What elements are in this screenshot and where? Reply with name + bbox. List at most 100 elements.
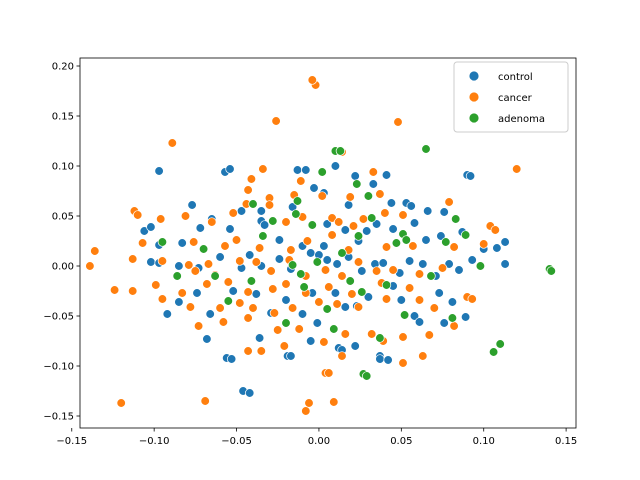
point-cancer-20 bbox=[228, 208, 238, 218]
point-control-85 bbox=[340, 302, 350, 312]
point-adenoma-40 bbox=[495, 339, 505, 349]
point-cancer-110 bbox=[398, 358, 408, 368]
point-cancer-105 bbox=[256, 346, 266, 356]
point-control-68 bbox=[418, 259, 428, 269]
point-control-4 bbox=[301, 165, 311, 175]
point-adenoma-1 bbox=[335, 146, 346, 156]
point-cancer-117 bbox=[329, 397, 339, 407]
point-control-43 bbox=[436, 231, 446, 241]
point-control-31 bbox=[259, 220, 270, 230]
point-cancer-56 bbox=[266, 266, 276, 276]
axes-frame bbox=[79, 57, 577, 429]
point-adenoma-31 bbox=[223, 296, 233, 306]
point-cancer-3 bbox=[271, 116, 281, 126]
point-control-89 bbox=[396, 295, 406, 305]
point-cancer-98 bbox=[294, 324, 304, 334]
point-control-87 bbox=[363, 292, 374, 302]
point-adenoma-20 bbox=[287, 260, 298, 270]
point-control-2 bbox=[225, 164, 235, 174]
point-control-46 bbox=[492, 243, 502, 253]
point-adenoma-45 bbox=[546, 266, 556, 276]
point-adenoma-38 bbox=[375, 333, 385, 343]
point-cancer-26 bbox=[334, 217, 344, 227]
point-cancer-38 bbox=[231, 235, 242, 245]
point-control-108 bbox=[245, 388, 255, 398]
point-cancer-5 bbox=[512, 164, 522, 174]
point-cancer-48 bbox=[85, 261, 95, 271]
point-cancer-51 bbox=[184, 260, 194, 270]
point-cancer-54 bbox=[235, 256, 245, 266]
point-cancer-18 bbox=[180, 211, 191, 221]
point-cancer-19 bbox=[207, 217, 217, 227]
point-cancer-40 bbox=[286, 245, 296, 255]
point-cancer-36 bbox=[189, 237, 199, 247]
point-control-75 bbox=[174, 297, 184, 307]
legend-label-cancer: cancer bbox=[498, 93, 533, 104]
point-cancer-60 bbox=[337, 271, 347, 281]
point-cancer-88 bbox=[314, 297, 324, 307]
point-adenoma-10 bbox=[307, 220, 317, 230]
point-control-39 bbox=[371, 219, 382, 229]
point-control-48 bbox=[146, 257, 156, 267]
legend-box bbox=[453, 61, 569, 133]
point-control-32 bbox=[274, 235, 285, 245]
point-control-94 bbox=[202, 334, 212, 344]
point-adenoma-36 bbox=[281, 318, 291, 328]
point-adenoma-46 bbox=[401, 235, 411, 245]
point-control-40 bbox=[388, 224, 398, 234]
y-axis-ticks: −0.15 −0.10 −0.05 0.00 0.05 0.10 0.15 0.20 bbox=[43, 62, 80, 423]
point-cancer-115 bbox=[301, 406, 311, 416]
y-tick-label: 0.05 bbox=[52, 212, 74, 223]
point-cancer-1 bbox=[307, 75, 317, 85]
point-cancer-120 bbox=[368, 167, 378, 177]
point-control-72 bbox=[467, 255, 477, 265]
point-cancer-72 bbox=[243, 287, 253, 297]
point-control-10 bbox=[256, 206, 266, 216]
point-cancer-95 bbox=[218, 317, 229, 327]
point-cancer-59 bbox=[320, 265, 331, 275]
point-adenoma-6 bbox=[292, 196, 303, 206]
point-adenoma-12 bbox=[367, 213, 377, 223]
point-cancer-7 bbox=[246, 174, 257, 184]
point-control-82 bbox=[297, 309, 308, 319]
point-adenoma-7 bbox=[248, 199, 258, 209]
point-cancer-27 bbox=[348, 221, 359, 231]
point-adenoma-11 bbox=[353, 231, 364, 241]
point-control-73 bbox=[500, 259, 510, 269]
x-axis-ticks: −0.15 −0.10 −0.05 0.00 0.05 0.10 0.15 bbox=[56, 428, 577, 447]
point-cancer-41 bbox=[302, 236, 313, 246]
point-cancer-77 bbox=[347, 289, 357, 299]
x-tick-label: −0.15 bbox=[56, 436, 87, 447]
y-tick-label: 0.10 bbox=[52, 162, 74, 173]
point-control-15 bbox=[368, 179, 378, 189]
point-control-12 bbox=[309, 183, 319, 193]
point-cancer-99 bbox=[319, 337, 329, 347]
point-control-76 bbox=[192, 288, 202, 298]
point-cancer-13 bbox=[243, 185, 253, 195]
point-adenoma-14 bbox=[451, 214, 461, 224]
point-cancer-2 bbox=[393, 117, 403, 127]
x-tick-label: 0.00 bbox=[308, 436, 330, 447]
x-tick-label: 0.15 bbox=[555, 436, 577, 447]
point-control-105 bbox=[375, 354, 385, 364]
point-cancer-47 bbox=[479, 239, 489, 249]
point-adenoma-47 bbox=[312, 257, 322, 267]
point-control-93 bbox=[460, 312, 471, 322]
point-cancer-61 bbox=[353, 257, 364, 267]
point-control-99 bbox=[286, 351, 296, 361]
point-cancer-89 bbox=[332, 299, 342, 309]
point-control-35 bbox=[322, 219, 332, 229]
y-tick-label: −0.15 bbox=[43, 412, 74, 423]
point-cancer-71 bbox=[223, 277, 233, 287]
point-adenoma-17 bbox=[157, 237, 168, 247]
y-tick-label: −0.05 bbox=[43, 312, 74, 323]
point-control-3 bbox=[292, 165, 303, 175]
point-cancer-82 bbox=[185, 302, 196, 312]
point-cancer-33 bbox=[490, 225, 500, 235]
point-cancer-67 bbox=[128, 286, 138, 296]
point-control-109 bbox=[312, 318, 322, 328]
point-cancer-68 bbox=[151, 280, 161, 290]
point-adenoma-25 bbox=[246, 276, 257, 286]
point-cancer-11 bbox=[345, 192, 355, 202]
